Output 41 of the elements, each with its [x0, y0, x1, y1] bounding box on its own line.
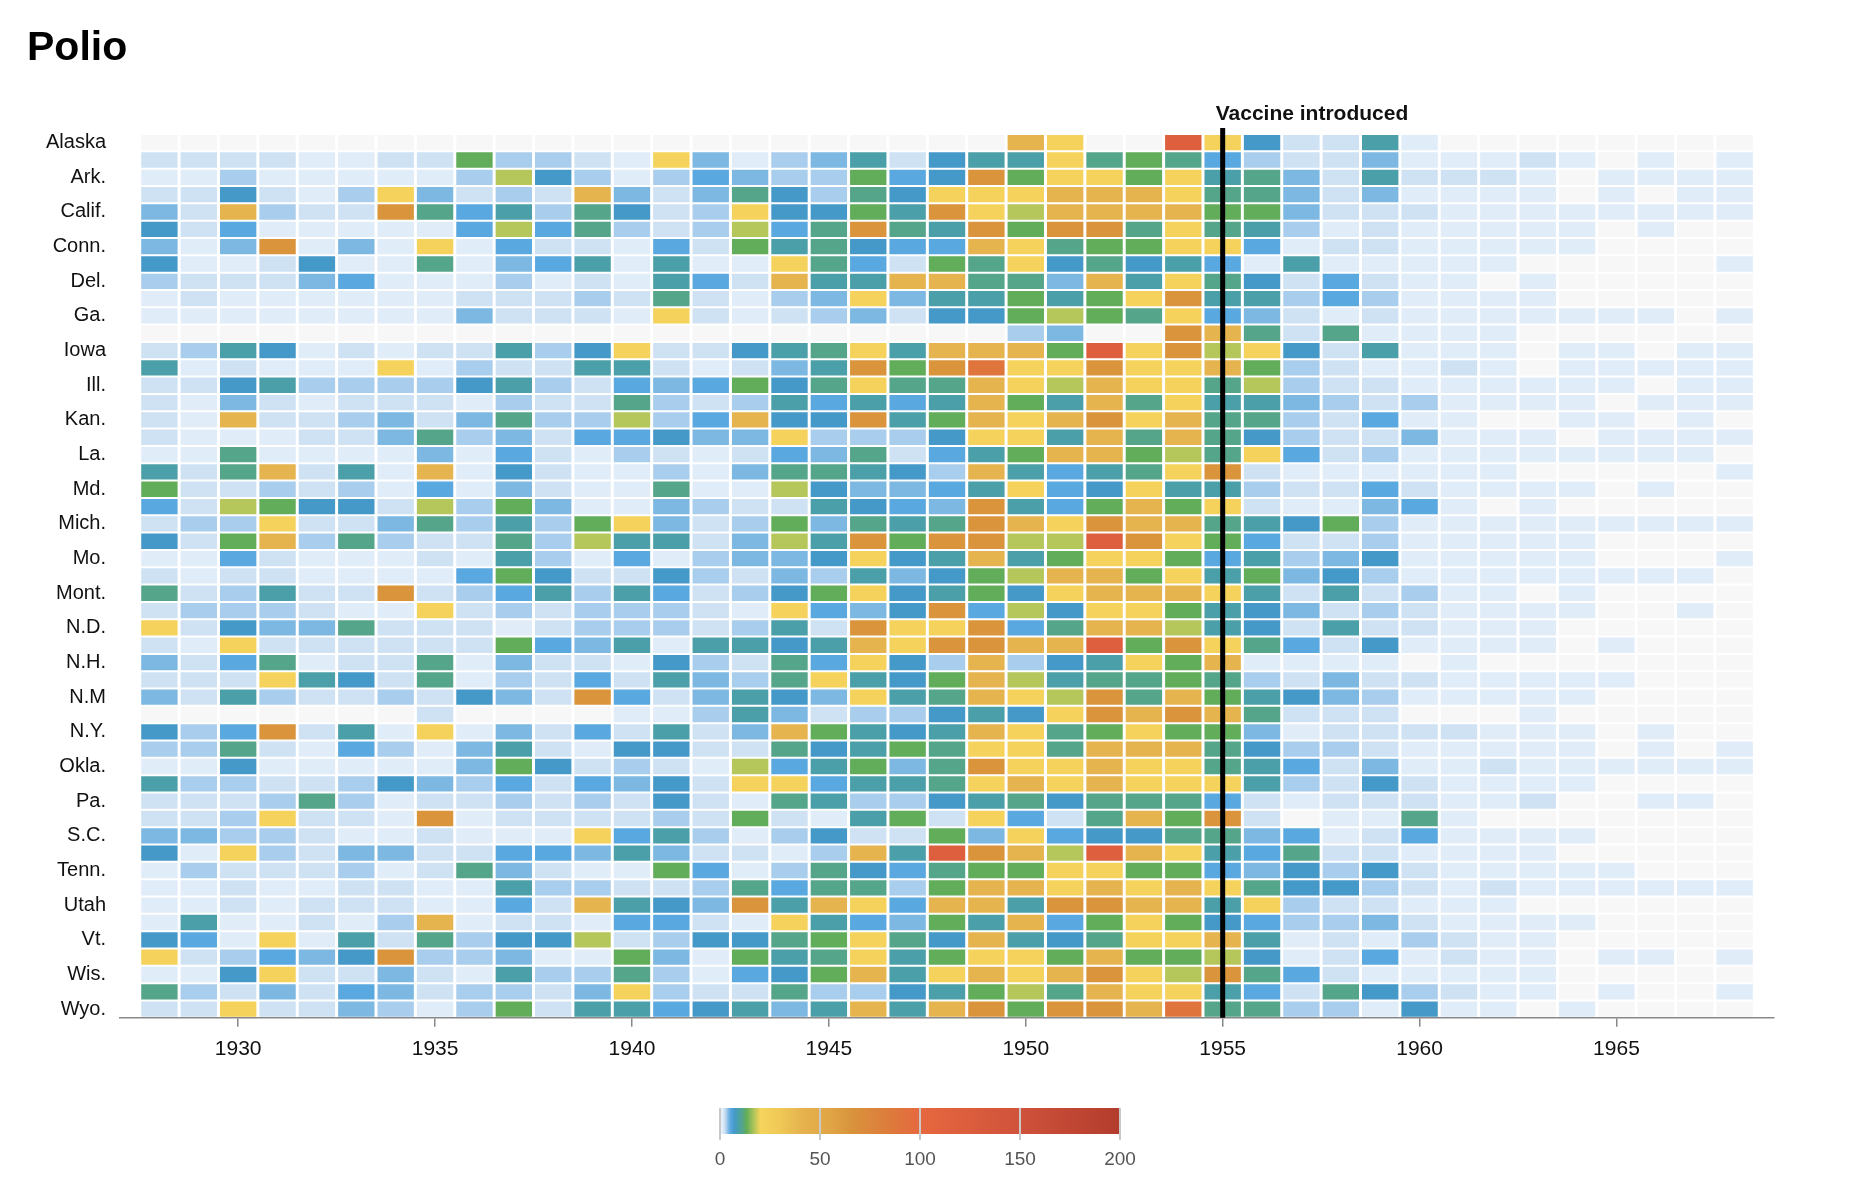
x-tick-label: 1960: [1396, 1036, 1443, 1060]
chart-title: Polio: [27, 23, 128, 69]
y-tick-label: N.D.: [66, 615, 107, 638]
y-tick-label: Del.: [70, 268, 107, 291]
y-tick-label: Ga.: [73, 303, 107, 326]
y-tick-label: Utah: [63, 892, 107, 915]
x-tick-label: 1955: [1199, 1036, 1247, 1060]
y-tick-label: Md.: [72, 476, 107, 499]
y-tick-label: Mich.: [58, 511, 107, 534]
y-tick-label: Conn.: [52, 234, 107, 257]
y-tick-label: Okla.: [59, 754, 107, 777]
y-tick-label: Calif.: [60, 199, 107, 222]
y-tick-label: Ark.: [70, 164, 107, 187]
y-tick-label: Ill.: [86, 372, 107, 395]
y-tick-label: Mo.: [72, 546, 107, 569]
y-tick-label: Pa.: [76, 788, 107, 811]
y-tick-label: Wyo.: [60, 996, 107, 1019]
y-tick-label: Vt.: [81, 927, 107, 950]
y-tick-label: Tenn.: [57, 858, 107, 881]
x-tick-label: 1950: [1002, 1036, 1050, 1060]
color-bar-label: 150: [1004, 1147, 1036, 1169]
y-tick-label: N.M: [69, 684, 107, 707]
x-tick-label: 1965: [1593, 1036, 1640, 1060]
y-tick-label: Mont.: [56, 580, 107, 603]
y-tick-label: Kan.: [64, 407, 107, 430]
x-tick-label: 1935: [411, 1036, 459, 1060]
x-tick-label: 1940: [608, 1036, 656, 1060]
y-tick-label: Alaska: [46, 130, 107, 153]
y-tick-label: Iowa: [63, 338, 107, 361]
y-tick-label: La.: [78, 442, 107, 465]
y-tick-label: Wis.: [67, 961, 107, 984]
y-tick-label: S.C.: [67, 823, 107, 846]
x-tick-label: 1945: [805, 1036, 853, 1060]
ref-line-label: Vaccine introduced: [1215, 101, 1409, 124]
color-bar-label: 100: [904, 1147, 936, 1169]
color-bar-label: 0: [714, 1147, 726, 1169]
y-tick-label: N.Y.: [69, 719, 107, 742]
y-tick-label: N.H.: [66, 650, 107, 673]
color-bar-label: 50: [809, 1147, 831, 1169]
color-bar-label: 200: [1104, 1147, 1136, 1169]
x-tick-label: 1930: [214, 1036, 262, 1060]
